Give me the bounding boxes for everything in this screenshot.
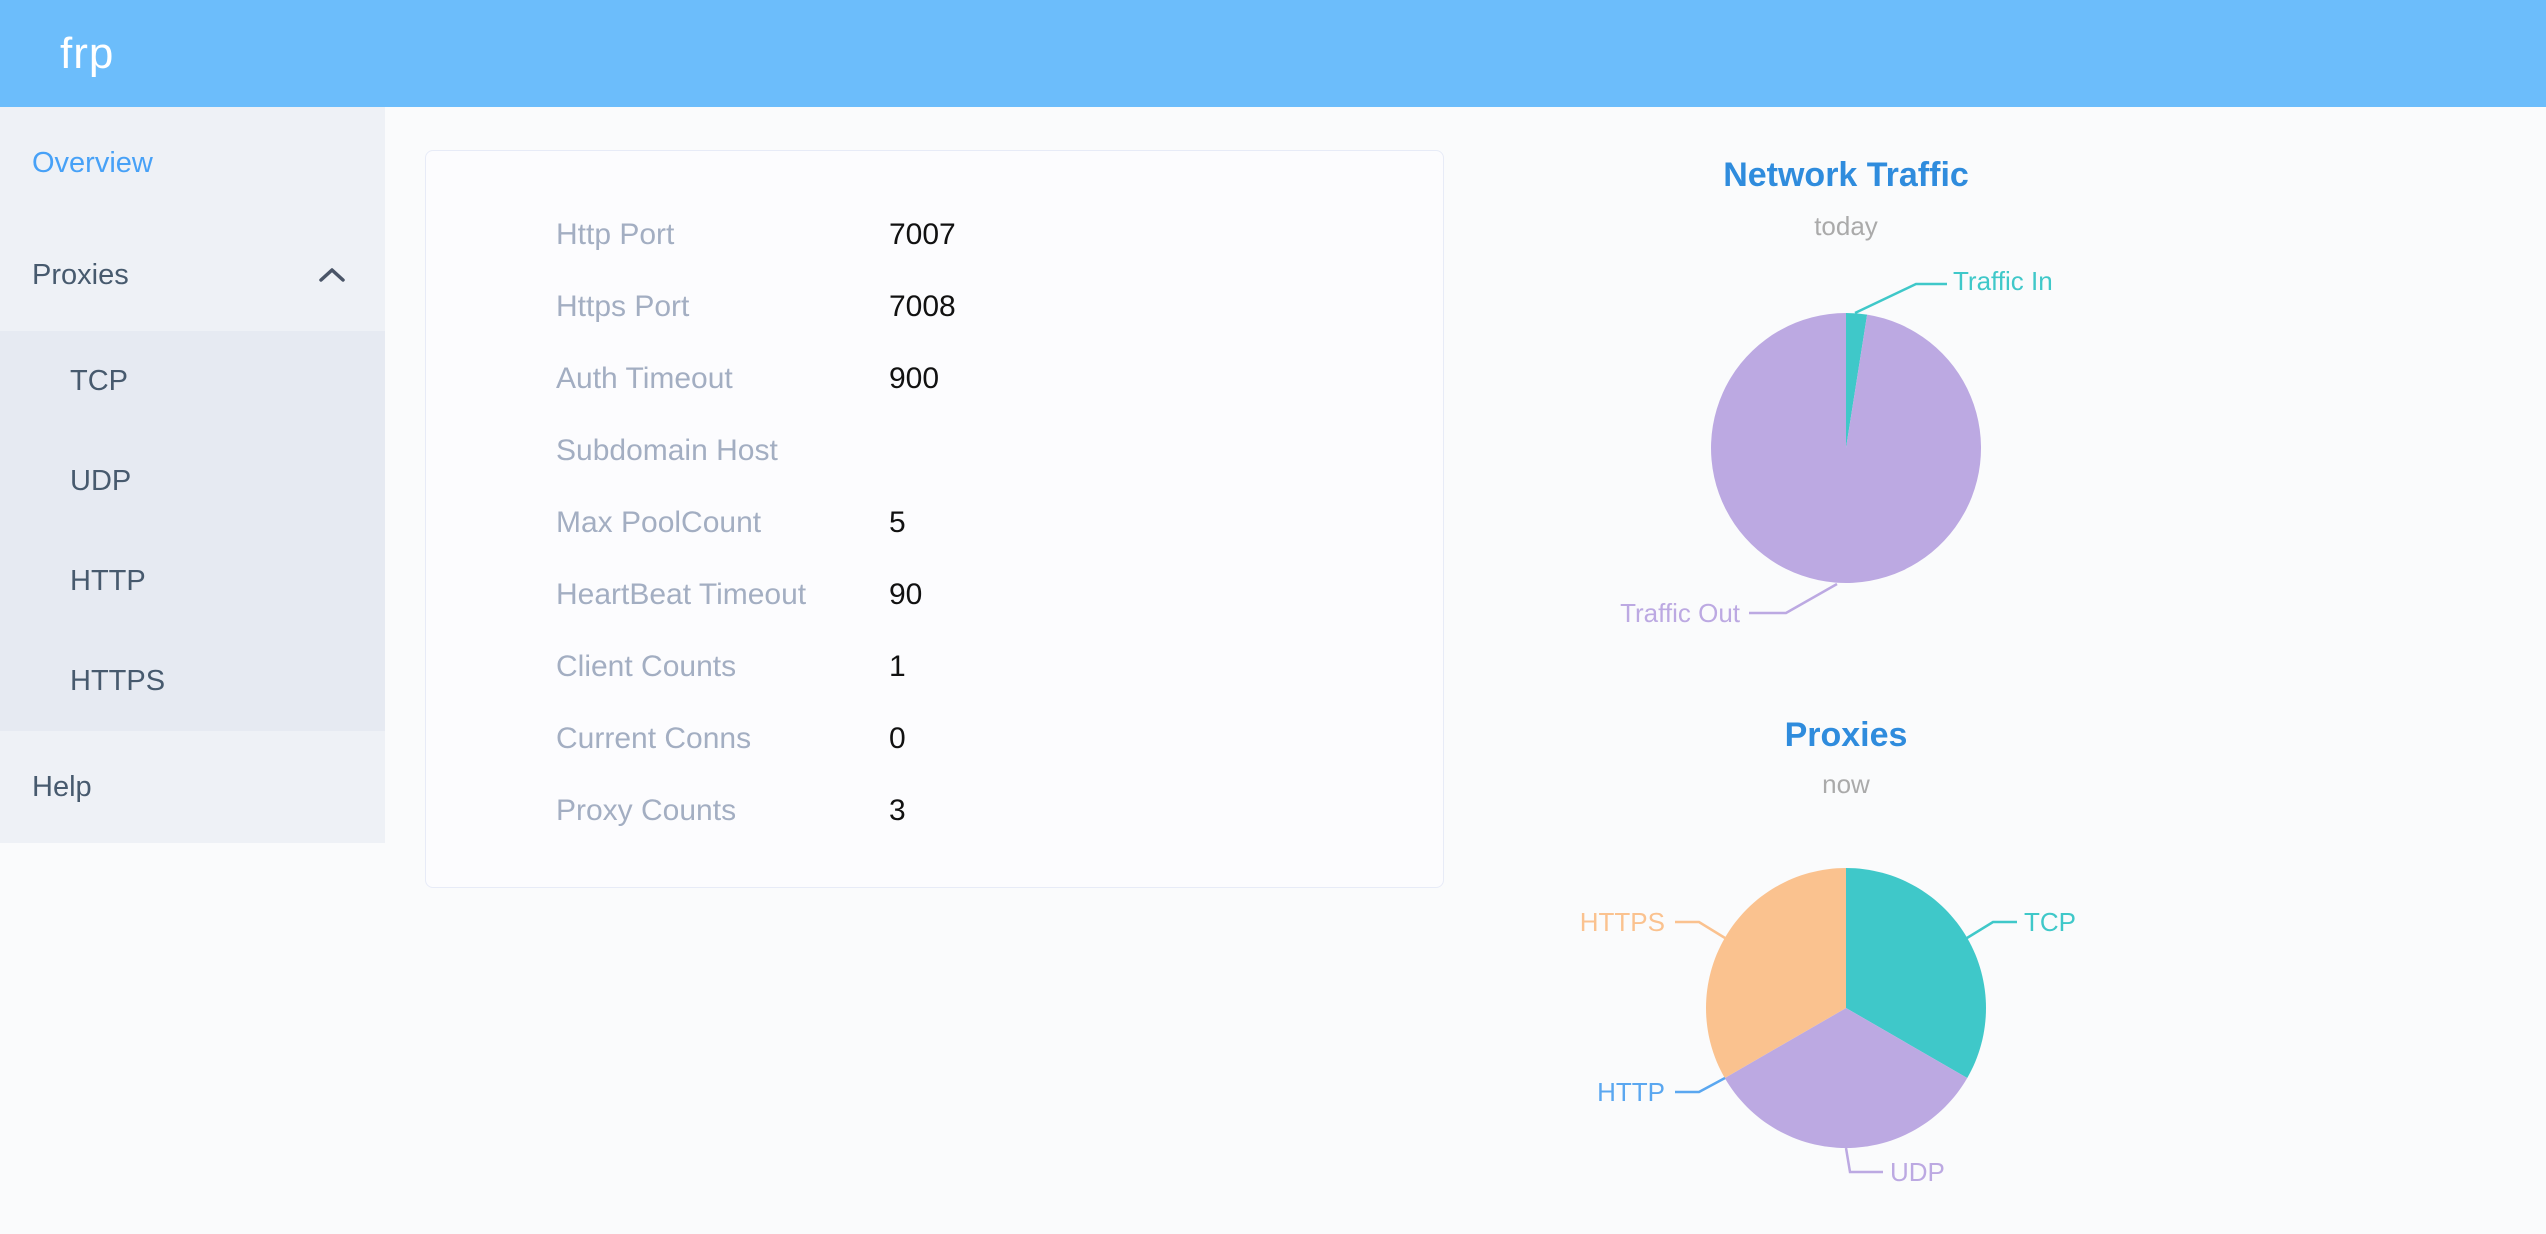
config-label: Client Counts	[556, 650, 737, 683]
config-label: Proxy Counts	[556, 794, 737, 827]
sidebar-item-label: Help	[32, 770, 92, 803]
leader-line-http	[1675, 1076, 1726, 1094]
config-row: Max PoolCount 5	[426, 487, 1443, 559]
pie-slice-udp	[1724, 1008, 1968, 1148]
app-logo: frp	[60, 28, 115, 78]
pie-slice-https	[1706, 868, 1846, 1078]
sidebar-item-tcp[interactable]: TCP	[0, 331, 385, 431]
config-row: Https Port 7008	[426, 271, 1443, 343]
config-value: 90	[889, 578, 923, 611]
config-row: Http Port 7007	[426, 199, 1443, 271]
sidebar-nav: Overview Proxies TCP UDP HTTP HTTPS Help	[0, 107, 385, 843]
proxies-subtitle: now	[1822, 769, 1870, 799]
sidebar-item-label: HTTP	[70, 564, 146, 597]
config-label: Max PoolCount	[556, 506, 762, 539]
sidebar-item-overview[interactable]: Overview	[0, 107, 385, 219]
sidebar-item-label: Proxies	[32, 258, 129, 291]
proxies-title: Proxies	[1784, 716, 1908, 754]
config-row: Proxy Counts 3	[426, 775, 1443, 847]
pie-slice-tcp	[1846, 868, 1986, 1078]
pie-label-tcp: TCP	[2024, 907, 2076, 937]
pie-label-udp: UDP	[1890, 1157, 1945, 1187]
sidebar-item-http[interactable]: HTTP	[0, 531, 385, 631]
proxies-submenu: TCP UDP HTTP HTTPS	[0, 331, 385, 731]
leader-line-traffic-in	[1854, 282, 1947, 315]
config-label: Auth Timeout	[556, 362, 733, 395]
config-label: Current Conns	[556, 722, 752, 755]
sidebar-item-label: Overview	[32, 146, 153, 179]
pie-slice-traffic-in	[1846, 313, 1868, 448]
config-row: HeartBeat Timeout 90	[426, 559, 1443, 631]
sidebar-item-label: UDP	[70, 464, 132, 497]
network-traffic-subtitle: today	[1814, 211, 1878, 241]
pie-label-https: HTTPS	[1579, 907, 1665, 937]
sidebar-item-proxies[interactable]: Proxies	[0, 219, 385, 331]
config-label: HeartBeat Timeout	[556, 578, 807, 611]
config-value: 0	[889, 722, 906, 755]
leader-line-https	[1675, 920, 1726, 940]
sidebar-item-https[interactable]: HTTPS	[0, 631, 385, 731]
config-row: Client Counts 1	[426, 631, 1443, 703]
config-value: 7008	[889, 290, 956, 323]
config-value: 7007	[889, 218, 956, 251]
leader-line-traffic-out	[1749, 582, 1838, 615]
config-label: Https Port	[556, 290, 690, 323]
pie-label-traffic-in: Traffic In	[1953, 266, 2053, 296]
server-info-card: Http Port 7007 Https Port 7008 Auth Time…	[425, 150, 1444, 888]
network-traffic-title: Network Traffic	[1723, 156, 1969, 194]
sidebar-item-label: TCP	[70, 364, 128, 397]
app-header: frp	[0, 0, 2546, 107]
config-label: Subdomain Host	[556, 434, 778, 467]
leader-line-tcp	[1966, 920, 2017, 940]
config-value: 3	[889, 794, 906, 827]
config-label: Http Port	[556, 218, 675, 251]
config-value: 5	[889, 506, 906, 539]
network-traffic-pie-chart	[1711, 282, 1982, 615]
sidebar-item-label: HTTPS	[70, 664, 166, 697]
config-value: 1	[889, 650, 906, 683]
config-row: Auth Timeout 900	[426, 343, 1443, 415]
pie-label-http: HTTP	[1597, 1077, 1665, 1107]
leader-line-udp	[1844, 1147, 1883, 1174]
sidebar-item-udp[interactable]: UDP	[0, 431, 385, 531]
pie-slice-traffic-out	[1711, 313, 1982, 583]
pie-label-traffic-out: Traffic Out	[1620, 598, 1740, 628]
config-value: 900	[889, 362, 940, 395]
proxies-pie-chart	[1675, 868, 2017, 1174]
chevron-up-icon	[319, 267, 345, 283]
config-row: Current Conns 0	[426, 703, 1443, 775]
config-row: Subdomain Host	[426, 415, 1443, 487]
sidebar-item-help[interactable]: Help	[0, 731, 385, 843]
